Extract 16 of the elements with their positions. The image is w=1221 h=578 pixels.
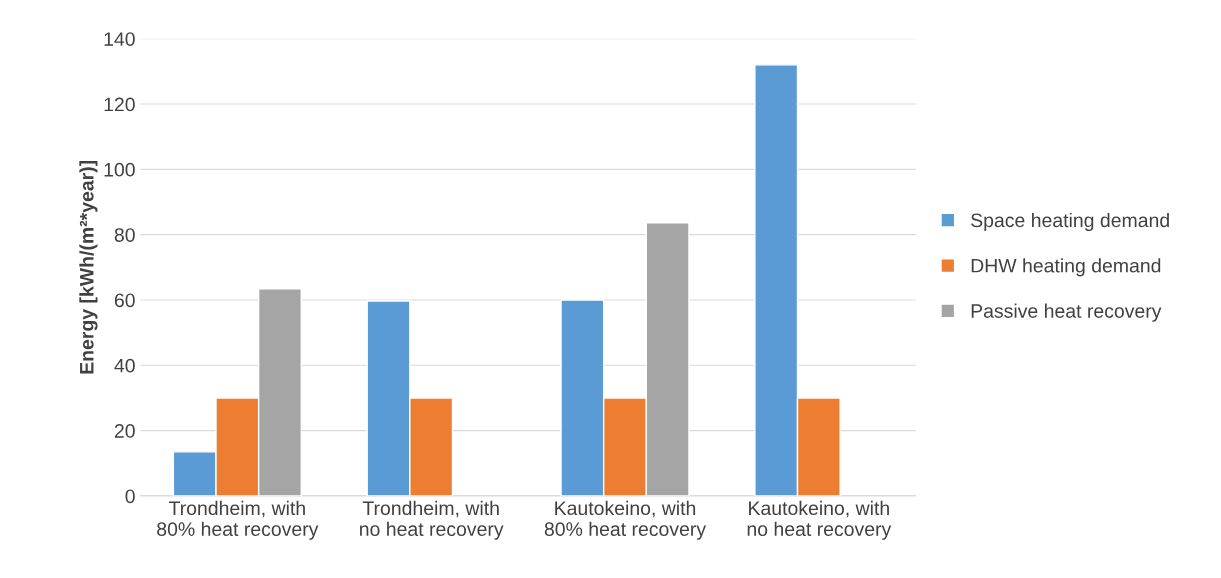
- x-tick-label: Kautokeino, with no heat recovery: [747, 500, 892, 540]
- y-axis-title: Energy [kWh/(m²*year)]: [79, 160, 98, 374]
- y-tick-label: 0: [125, 489, 135, 504]
- y-tick-label: 80: [114, 228, 135, 242]
- y-tick-label: 40: [114, 358, 135, 373]
- y-tick-label: 60: [114, 293, 135, 308]
- legend-label: Space heating demand: [971, 212, 1169, 232]
- y-tick-label: 100: [104, 162, 135, 177]
- legend-label: Passive heat recovery: [971, 303, 1162, 322]
- x-tick-label: Trondheim, with no heat recovery: [360, 500, 504, 540]
- y-tick-label: 120: [104, 97, 135, 112]
- x-tick-label: Trondheim, with 80% heat recovery: [157, 500, 319, 540]
- y-tick-label: 140: [104, 32, 135, 46]
- x-tick-label: Kautokeino, with 80% heat recovery: [544, 500, 707, 540]
- legend-label: DHW heating demand: [971, 258, 1161, 277]
- y-tick-label: 20: [114, 424, 135, 438]
